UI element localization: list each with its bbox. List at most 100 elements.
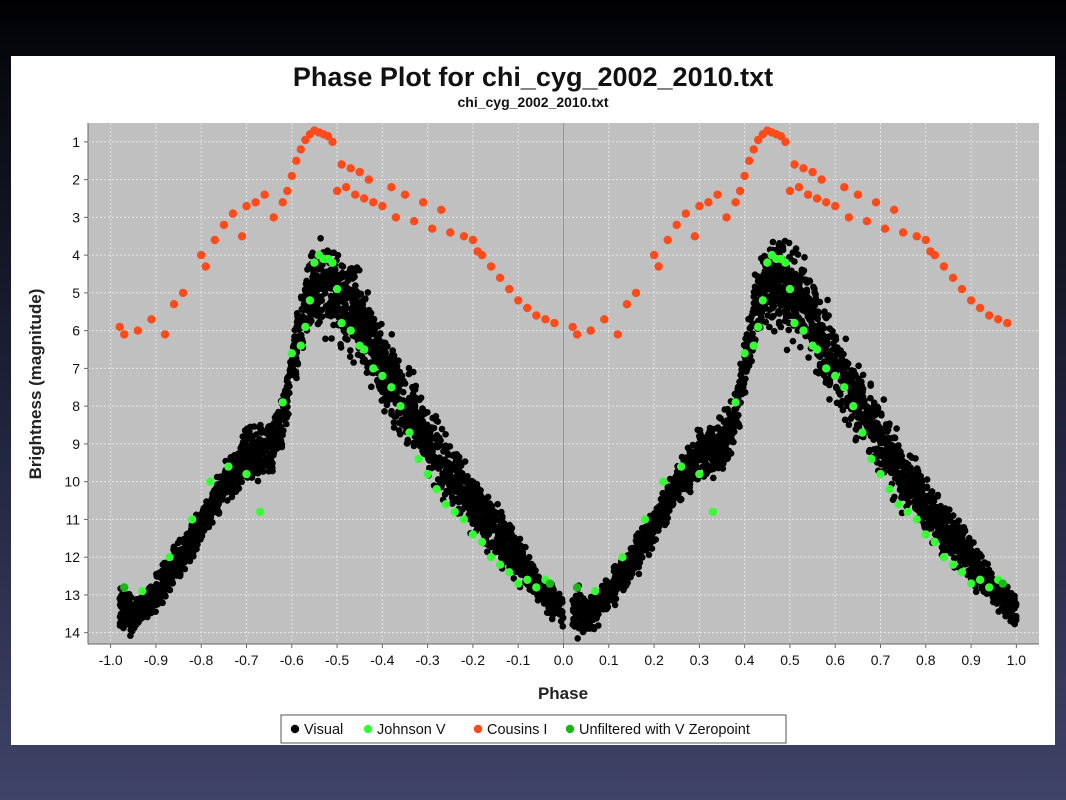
visual-point bbox=[280, 392, 287, 399]
visual-point bbox=[492, 548, 499, 556]
visual-point bbox=[410, 386, 417, 393]
visual-point bbox=[932, 531, 940, 538]
visual-point bbox=[777, 323, 785, 331]
visual-point bbox=[387, 368, 394, 375]
visual-point bbox=[813, 315, 821, 322]
visual-point bbox=[128, 603, 136, 610]
visual-point bbox=[410, 368, 417, 376]
visual-point bbox=[377, 358, 384, 366]
visual-point bbox=[123, 613, 131, 621]
visual-point bbox=[769, 238, 777, 246]
visual-point bbox=[153, 570, 160, 578]
visual-point bbox=[972, 588, 980, 596]
visual-point bbox=[898, 476, 906, 483]
visual-point bbox=[302, 287, 309, 294]
visual-point bbox=[629, 550, 636, 558]
visual-point bbox=[127, 632, 134, 639]
visual-point bbox=[317, 235, 324, 242]
visual-point bbox=[961, 555, 968, 562]
visual-point bbox=[757, 288, 764, 296]
visual-point bbox=[723, 417, 731, 424]
visual-point bbox=[459, 470, 466, 477]
visual-point bbox=[147, 583, 155, 590]
visual-point bbox=[853, 434, 860, 442]
visual-point bbox=[801, 254, 808, 261]
visual-point bbox=[401, 417, 409, 425]
visual-point bbox=[462, 492, 469, 500]
visual-point bbox=[430, 442, 437, 450]
visual-point bbox=[880, 396, 888, 403]
visual-point bbox=[355, 309, 362, 317]
visual-point bbox=[440, 448, 447, 455]
visual-point bbox=[120, 594, 128, 601]
visual-point bbox=[293, 374, 300, 382]
visual-point bbox=[570, 615, 577, 623]
visual-point bbox=[836, 365, 843, 373]
visual-point bbox=[390, 419, 398, 426]
visual-point bbox=[186, 557, 194, 565]
visual-point bbox=[693, 463, 700, 470]
visual-point bbox=[774, 269, 781, 277]
visual-point bbox=[813, 337, 821, 344]
visual-point bbox=[770, 303, 778, 310]
visual-point bbox=[267, 464, 274, 472]
visual-point bbox=[464, 473, 471, 480]
visual-point bbox=[365, 306, 373, 314]
visual-point bbox=[648, 545, 656, 552]
visual-point bbox=[874, 420, 881, 427]
visual-point bbox=[435, 464, 442, 471]
visual-point bbox=[443, 487, 451, 495]
visual-point bbox=[715, 434, 722, 442]
visual-point bbox=[427, 427, 435, 435]
visual-point bbox=[442, 458, 450, 465]
visual-point bbox=[337, 344, 345, 351]
visual-point bbox=[328, 295, 336, 303]
visual-point bbox=[343, 305, 350, 312]
visual-point bbox=[502, 533, 510, 540]
visual-point bbox=[726, 411, 734, 419]
visual-point bbox=[772, 279, 780, 287]
visual-point bbox=[410, 439, 417, 447]
visual-point bbox=[737, 371, 744, 379]
visual-point bbox=[912, 468, 919, 476]
visual-point bbox=[263, 427, 270, 434]
visual-point bbox=[386, 393, 394, 401]
visual-point bbox=[344, 336, 351, 343]
visual-point bbox=[454, 478, 461, 485]
visual-point bbox=[816, 298, 824, 306]
visual-point bbox=[645, 551, 653, 559]
visual-point bbox=[913, 492, 921, 499]
visual-point bbox=[789, 337, 797, 345]
visual-point bbox=[311, 288, 318, 296]
visual-point bbox=[325, 311, 333, 319]
visual-point bbox=[763, 284, 770, 292]
visual-point bbox=[839, 372, 847, 380]
visual-point bbox=[958, 530, 965, 538]
visual-point bbox=[789, 249, 797, 256]
visual-point bbox=[797, 298, 804, 306]
visual-point bbox=[511, 558, 518, 566]
visual-point bbox=[256, 436, 263, 443]
visual-point bbox=[334, 251, 342, 259]
visual-point bbox=[473, 509, 480, 517]
visual-point bbox=[731, 406, 738, 413]
visual-point bbox=[819, 322, 826, 329]
visual-point bbox=[357, 290, 365, 298]
visual-point bbox=[708, 425, 716, 433]
visual-point bbox=[921, 507, 929, 515]
visual-point bbox=[271, 430, 278, 437]
visual-point bbox=[470, 479, 477, 486]
visual-point bbox=[320, 275, 327, 283]
visual-point bbox=[173, 572, 180, 579]
visual-point bbox=[280, 405, 288, 412]
visual-point bbox=[969, 573, 976, 581]
visual-point bbox=[446, 482, 454, 489]
visual-point bbox=[510, 575, 518, 582]
visual-point bbox=[839, 406, 847, 414]
visual-point bbox=[233, 473, 240, 481]
visual-point bbox=[948, 540, 956, 547]
visual-point bbox=[878, 460, 885, 467]
visual-point bbox=[499, 513, 506, 520]
visual-point bbox=[235, 465, 243, 472]
visual-point bbox=[464, 502, 471, 510]
